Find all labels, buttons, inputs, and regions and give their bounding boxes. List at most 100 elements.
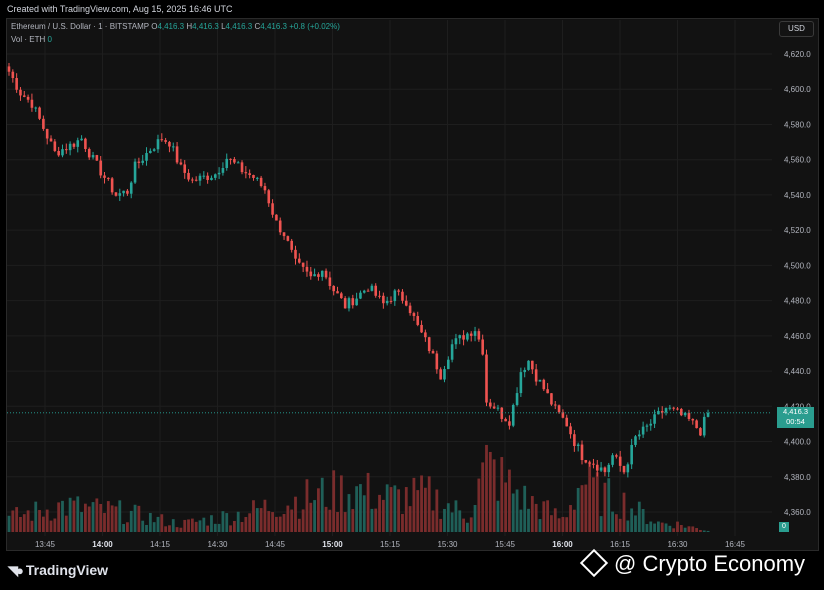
candle-body <box>328 277 332 287</box>
candlesticks <box>7 63 710 478</box>
current-price-tag: 4,416.3 00:54 <box>777 407 814 428</box>
volume-bar <box>221 511 225 532</box>
ohlc-low: 4,416.3 <box>225 22 253 31</box>
candle-body <box>332 286 335 292</box>
candle-body <box>443 369 446 380</box>
symbol-legend: Ethereum / U.S. Dollar · 1 · BITSTAMP O4… <box>11 22 340 44</box>
volume-bar <box>492 459 496 532</box>
volume-bar <box>187 519 190 532</box>
candle-body <box>546 389 549 394</box>
candle-body <box>65 149 68 151</box>
volume-legend-label: Vol · ETH <box>11 35 46 44</box>
volume-bar <box>290 509 294 532</box>
candle-body <box>317 274 320 277</box>
volume-bar <box>11 510 15 532</box>
candle-body <box>340 293 343 299</box>
volume-bar <box>378 494 381 532</box>
volume-bar <box>546 500 550 532</box>
candle-body <box>313 274 316 277</box>
candle-body <box>168 141 171 147</box>
volume-bar <box>488 451 492 532</box>
candle-body <box>271 203 274 215</box>
volume-bar <box>297 518 301 532</box>
volume-bar <box>679 525 683 532</box>
volume-bar <box>80 512 83 532</box>
x-tick-label: 15:00 <box>322 540 343 549</box>
ohlc-close: 4,416.3 <box>260 22 287 31</box>
volume-bar <box>660 522 664 532</box>
ohlc-low-label: L <box>221 22 226 31</box>
volume-bar <box>443 508 446 532</box>
currency-button[interactable]: USD <box>779 21 814 37</box>
volume-bar <box>653 523 656 532</box>
volume-bar <box>19 516 22 532</box>
candle-body <box>11 71 15 79</box>
candle-body <box>202 175 206 177</box>
volume-bar <box>634 515 637 532</box>
candle-body <box>141 160 144 163</box>
volume-bar <box>164 526 168 532</box>
volume-bar <box>7 515 11 532</box>
candle-body <box>485 354 488 403</box>
candle-body <box>282 232 286 237</box>
candle-body <box>61 149 64 156</box>
candle-body <box>420 324 423 333</box>
volume-bar <box>57 502 61 532</box>
volume-bar <box>374 508 378 532</box>
chart-panel[interactable] <box>6 18 819 551</box>
volume-bar <box>637 501 641 532</box>
candle-body <box>691 418 695 421</box>
volume-bar <box>68 497 72 532</box>
volume-bar <box>618 518 622 532</box>
current-price-value: 4,416.3 <box>782 407 809 416</box>
candle-body <box>481 339 484 355</box>
candle-body <box>416 316 420 325</box>
bottom-bar <box>0 551 824 590</box>
volume-bar <box>645 524 649 532</box>
candle-body <box>584 460 588 463</box>
volume-bar <box>183 519 187 532</box>
candle-body <box>156 139 160 150</box>
y-tick-label: 4,540.0 <box>784 191 811 200</box>
candle-body <box>576 444 580 447</box>
volume-bar <box>683 527 687 532</box>
candle-body <box>569 426 572 435</box>
candle-body <box>492 406 496 409</box>
volume-bar <box>530 496 534 532</box>
volume-bar <box>595 472 599 532</box>
volume-bar <box>572 509 576 532</box>
volume-bar <box>508 469 511 532</box>
candle-body <box>275 214 278 221</box>
candle-body <box>49 138 53 142</box>
volume-bar <box>699 529 702 532</box>
volume-bar <box>252 500 255 532</box>
candle-body <box>175 146 179 163</box>
volume-bar <box>106 501 110 532</box>
x-tick-label: 16:15 <box>610 540 631 549</box>
candle-body <box>324 270 328 278</box>
candle-body <box>641 426 645 435</box>
volume-bar <box>485 444 488 532</box>
candle-body <box>622 465 626 473</box>
crypto-economy-watermark: @ Crypto Economy <box>579 549 805 578</box>
volume-bar <box>328 509 332 532</box>
candle-body <box>229 158 232 160</box>
candle-body <box>553 404 557 406</box>
candle-body <box>351 298 355 306</box>
volume-bar <box>676 521 679 532</box>
volume-bars <box>7 444 710 532</box>
y-tick-label: 4,360.0 <box>784 508 811 517</box>
volume-bar <box>324 506 328 532</box>
x-axis-labels: 13:45 14:00 14:15 14:30 14:45 15:00 15:15 15:30… <box>35 540 746 549</box>
symbol-title: Ethereum / U.S. Dollar · 1 · BITSTAMP <box>11 22 149 31</box>
y-tick-label: 4,520.0 <box>784 226 811 235</box>
candle-body <box>573 434 576 447</box>
x-tick-label: 13:45 <box>35 540 56 549</box>
volume-bar <box>179 527 183 532</box>
volume-bar <box>446 503 450 532</box>
volume-bar <box>702 530 706 532</box>
volume-bar <box>34 501 38 532</box>
tradingview-wordmark: TradingView <box>25 562 109 578</box>
volume-bar <box>416 490 420 532</box>
